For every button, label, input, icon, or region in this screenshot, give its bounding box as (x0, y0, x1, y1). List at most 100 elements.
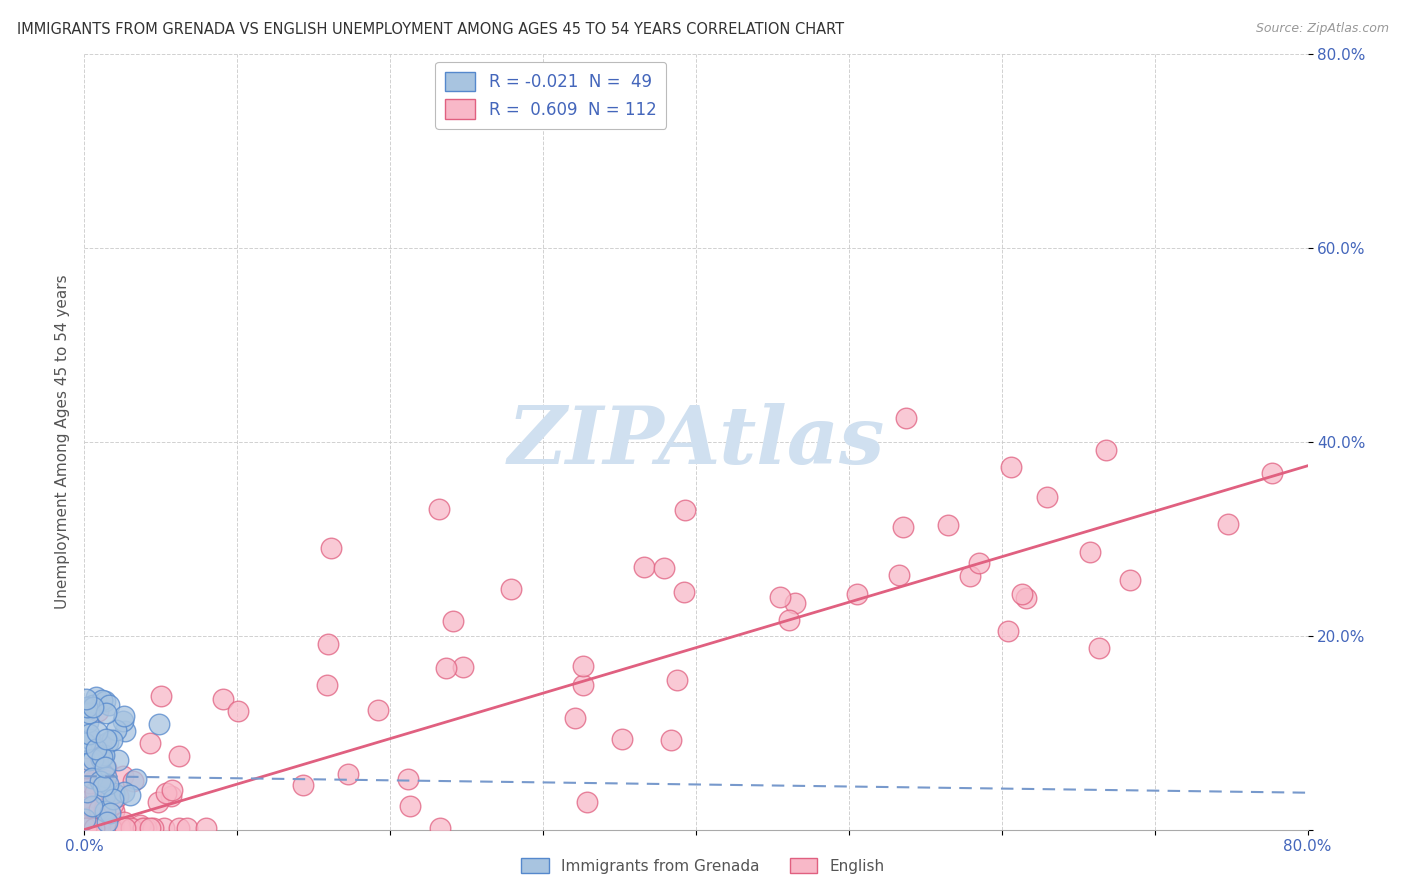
Point (633, 559, 655, 574)
Point (93, 694, 115, 708)
Point (82, 699, 104, 714)
Point (79, 776, 101, 790)
Point (1261, 467, 1284, 481)
Point (139, 736, 162, 750)
Point (79, 701, 101, 715)
Point (84, 741, 107, 756)
Point (90, 750, 112, 764)
Point (76, 700, 98, 714)
Point (169, 821, 191, 835)
Y-axis label: Unemployment Among Ages 45 to 54 years: Unemployment Among Ages 45 to 54 years (55, 274, 70, 609)
Point (83, 821, 105, 835)
Point (83, 772, 105, 787)
Point (84, 690, 107, 705)
Point (785, 597, 807, 611)
Point (997, 624, 1019, 639)
Point (111, 769, 134, 783)
Point (98, 821, 121, 835)
Point (367, 703, 389, 717)
Point (94, 772, 117, 787)
Point (778, 614, 800, 628)
Point (96, 761, 118, 775)
Point (659, 733, 682, 747)
Point (891, 519, 914, 533)
Point (91, 766, 114, 780)
Point (75, 736, 97, 750)
Point (84, 817, 107, 831)
Point (1088, 641, 1111, 656)
Point (453, 659, 475, 673)
Point (1078, 545, 1101, 559)
Point (936, 517, 959, 532)
Point (319, 541, 342, 555)
Point (111, 714, 134, 728)
Point (125, 772, 148, 786)
Point (316, 678, 339, 692)
Point (87, 704, 110, 718)
Point (142, 821, 165, 835)
Point (654, 561, 676, 575)
Point (959, 569, 981, 583)
Legend: R = -0.021  N =  49, R =  0.609  N = 112: R = -0.021 N = 49, R = 0.609 N = 112 (436, 62, 666, 128)
Point (146, 795, 169, 809)
Point (75, 789, 97, 804)
Point (129, 818, 152, 832)
Point (75, 812, 97, 826)
Point (575, 795, 598, 809)
Point (79, 821, 101, 835)
Point (90, 821, 112, 835)
Point (90, 752, 112, 766)
Point (1036, 490, 1059, 504)
Point (155, 786, 177, 800)
Point (94, 732, 117, 747)
Point (75, 761, 97, 775)
Point (316, 637, 339, 651)
Point (75, 799, 97, 814)
Point (139, 821, 162, 835)
Point (112, 709, 135, 723)
Point (665, 673, 688, 687)
Point (110, 820, 132, 834)
Point (112, 815, 135, 830)
Point (90, 738, 112, 752)
Point (1011, 587, 1033, 601)
Point (228, 704, 250, 718)
Point (89, 750, 111, 764)
Point (673, 585, 696, 599)
Point (114, 724, 136, 739)
Point (100, 788, 122, 802)
Point (167, 748, 190, 763)
Point (93, 802, 115, 816)
Point (80, 772, 103, 786)
Point (1118, 573, 1140, 587)
Point (97, 777, 120, 791)
Point (107, 753, 129, 767)
Point (434, 661, 457, 675)
Point (211, 692, 233, 706)
Point (107, 789, 129, 804)
Point (94, 804, 117, 818)
Point (101, 733, 124, 747)
Point (564, 711, 586, 725)
Point (399, 799, 422, 814)
Point (76, 785, 98, 799)
Point (132, 821, 155, 835)
Point (429, 821, 451, 835)
Point (120, 788, 142, 802)
Point (336, 766, 359, 780)
Point (83, 785, 105, 799)
Point (195, 821, 218, 835)
Point (100, 821, 122, 835)
Point (114, 784, 136, 798)
Point (132, 821, 155, 835)
Point (894, 410, 917, 425)
Point (90, 821, 112, 835)
Point (94, 706, 117, 720)
Point (82, 752, 104, 766)
Point (97, 734, 120, 748)
Point (103, 821, 125, 835)
Point (77, 706, 100, 720)
Point (108, 821, 131, 835)
Point (967, 556, 990, 570)
Point (610, 732, 633, 747)
